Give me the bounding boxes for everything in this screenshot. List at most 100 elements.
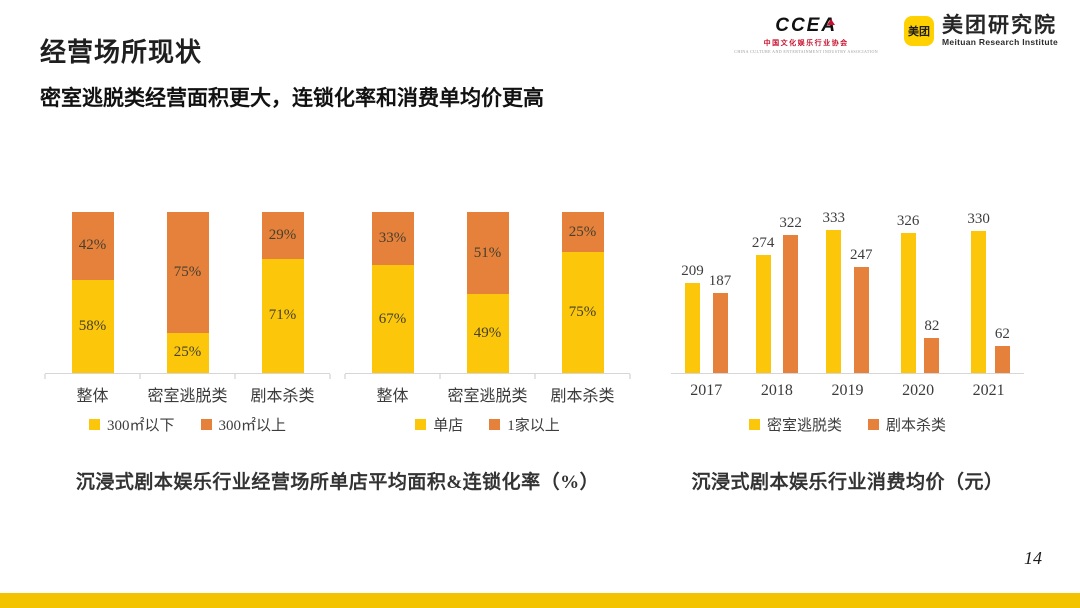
x-axis-label: 2018 (760, 382, 793, 399)
x-axis-label: 2020 (902, 382, 935, 399)
bar-segment-bottom: 49% (466, 294, 509, 373)
bar-value-label: 75% (173, 263, 202, 280)
meituan-logo: 美团 美团研究院 Meituan Research Institute (904, 14, 1058, 47)
x-axis-label: 密室逃脱类 (147, 388, 228, 405)
x-axis-label: 整体 (76, 388, 109, 405)
legend-swatch (88, 419, 100, 430)
meituan-logo-text: 美团研究院 Meituan Research Institute (942, 14, 1058, 47)
grouped-bar (783, 235, 799, 373)
bar-value-label: 42% (78, 237, 107, 254)
x-axis-line (44, 373, 331, 379)
meituan-badge-icon: 美团 (904, 16, 935, 46)
bar-value-label: 67% (378, 310, 407, 327)
axis-tick (329, 374, 331, 379)
bar-value-label: 326 (896, 213, 920, 229)
bar-pair: 330 62 (967, 211, 1010, 373)
page-subtitle: 密室逃脱类经营面积更大，连锁化率和消费单均价更高 (40, 86, 544, 110)
bar-with-label: 274 (752, 235, 774, 373)
legend-swatch (200, 419, 212, 430)
grouped-bar (755, 255, 771, 373)
legend-label: 单店 (433, 418, 464, 434)
ccea-cn-subtext: 中国文化娱乐行业协会 (763, 39, 849, 47)
ccea-wordmark: CCEA (775, 15, 838, 36)
legend-swatch (868, 419, 879, 430)
footer-accent-bar (0, 593, 1080, 608)
grouped-bar (971, 231, 987, 373)
legend-label: 300㎡以下 (106, 418, 175, 434)
legend-item: 300㎡以上 (200, 414, 287, 435)
legend-label: 剧本杀类 (886, 418, 947, 434)
bar-with-label: 82 (924, 318, 940, 373)
category-column: 333 247 (812, 205, 883, 373)
ccea-logo: CCEA 中国文化娱乐行业协会 CHINA CULTURE AND ENTERT… (734, 14, 878, 54)
legend-item: 密室逃脱类 (748, 414, 842, 435)
legend-label: 1家以上 (507, 418, 560, 434)
bar-pair: 333 247 (822, 210, 872, 373)
legend-item: 单店 (415, 414, 463, 435)
grouped-bar (826, 230, 842, 373)
bar-segment-top: 51% (466, 212, 509, 295)
plot-area: 42% 58% 75% 25% 29% 71% (45, 212, 330, 373)
bar-segment-top: 75% (166, 212, 209, 333)
x-axis-label: 剧本杀类 (550, 388, 615, 405)
legend-avg-price: 密室逃脱类 剧本杀类 (671, 414, 1024, 435)
plot-area: 33% 67% 51% 49% 25% 75% (345, 212, 630, 373)
legend-label: 300㎡以上 (218, 418, 287, 434)
axis-tick (234, 374, 236, 379)
x-axis-labels: 整体 密室逃脱类 剧本杀类 (45, 379, 330, 406)
legend-chain-rate: 单店 1家以上 (345, 414, 630, 435)
bar-with-label: 326 (896, 213, 920, 373)
legend-item: 剧本杀类 (868, 414, 946, 435)
bar-segment-bottom: 71% (261, 258, 304, 373)
x-axis-label: 密室逃脱类 (447, 388, 528, 405)
axis-tick (344, 374, 346, 379)
grouped-bar (853, 267, 869, 373)
x-axis-label: 整体 (376, 388, 409, 405)
legend-avg-area: 300㎡以下 300㎡以上 (45, 414, 330, 435)
bar-value-label: 49% (473, 325, 502, 342)
category-column: 209 187 (671, 205, 742, 373)
x-axis-line (344, 373, 631, 379)
caption-right-chart: 沉浸式剧本娱乐行业消费均价（元） (691, 472, 1004, 493)
plot-area: 209 187 274 322 333 247 326 82 330 62 (671, 205, 1024, 373)
category-column: 51% 49% (440, 212, 535, 373)
stacked-bar: 51% 49% (466, 212, 509, 373)
stacked-bar: 75% 25% (166, 212, 209, 373)
bar-with-label: 322 (779, 215, 802, 373)
bar-value-label: 71% (268, 307, 297, 324)
legend-item: 1家以上 (489, 414, 560, 435)
bar-segment-bottom: 25% (166, 332, 209, 373)
bar-value-label: 209 (681, 263, 704, 279)
bar-with-label: 333 (822, 210, 845, 373)
x-axis-labels: 2017 2018 2019 2020 2021 (671, 379, 1024, 400)
legend-swatch (415, 419, 427, 430)
x-axis-label: 2019 (831, 382, 864, 399)
category-column: 274 322 (742, 205, 813, 373)
page-title: 经营场所现状 (40, 38, 203, 67)
bar-segment-bottom: 75% (561, 252, 604, 373)
grouped-bar (924, 338, 940, 373)
bar-with-label: 247 (850, 247, 872, 373)
x-axis-line (671, 373, 1024, 379)
stacked-bar: 29% 71% (261, 212, 304, 373)
legend-swatch (748, 419, 760, 430)
meituan-name-en: Meituan Research Institute (942, 37, 1058, 48)
x-axis-labels: 整体 密室逃脱类 剧本杀类 (345, 379, 630, 406)
bar-with-label: 209 (681, 263, 704, 373)
grouped-bar (712, 293, 728, 373)
bar-value-label: 25% (173, 344, 202, 361)
bar-pair: 326 82 (897, 213, 940, 373)
category-column: 25% 75% (535, 212, 630, 373)
bar-with-label: 62 (994, 326, 1010, 373)
ccea-en-subtext: CHINA CULTURE AND ENTERTAINMENT INDUSTRY… (734, 49, 879, 54)
bar-value-label: 82 (924, 318, 940, 334)
bar-pair: 274 322 (752, 215, 802, 373)
logo-area: CCEA 中国文化娱乐行业协会 CHINA CULTURE AND ENTERT… (734, 14, 1058, 54)
stacked-bar: 33% 67% (371, 212, 414, 373)
bar-value-label: 58% (78, 317, 107, 334)
chart-chain-rate-stacked: 33% 67% 51% 49% 25% 75% 整体 密室逃脱类 剧本杀类 (344, 212, 631, 406)
bar-value-label: 62 (994, 326, 1010, 342)
bar-value-label: 75% (568, 304, 597, 321)
bar-segment-bottom: 67% (371, 265, 414, 373)
grouped-bar (994, 346, 1010, 373)
